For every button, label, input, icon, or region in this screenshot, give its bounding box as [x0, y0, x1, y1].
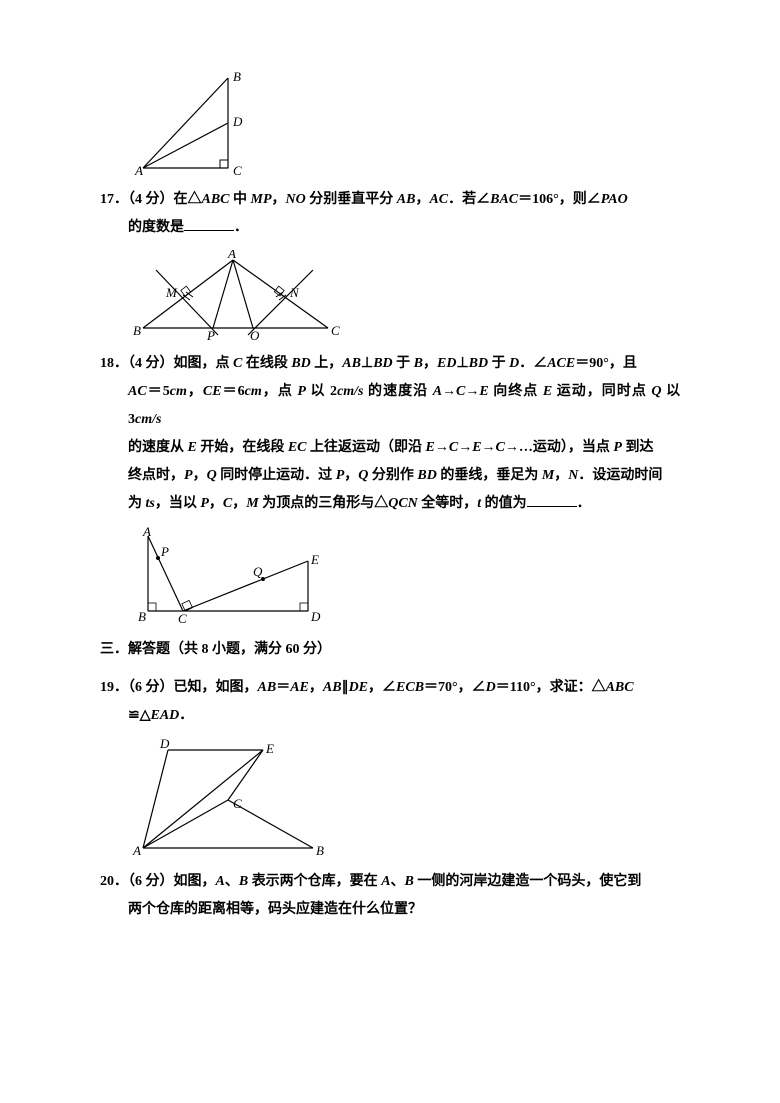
svg-text:C: C	[233, 163, 242, 178]
figure-18: A B C D E P Q	[128, 526, 680, 626]
svg-text:B: B	[138, 609, 146, 624]
svg-text:A: A	[134, 163, 143, 178]
problem-19: 19．（6 分）已知，如图，AB＝AE，AB∥DE，∠ECB＝70°，∠D＝11…	[100, 674, 680, 858]
section-3-title: 三．解答题（共 8 小题，满分 60 分）	[100, 636, 680, 664]
svg-text:C: C	[178, 611, 187, 626]
figure-16: A B C D	[128, 68, 680, 178]
svg-text:B: B	[316, 843, 324, 858]
svg-text:Q: Q	[253, 564, 263, 579]
problem-17-text: 17．（4 分）在△ABC 中 MP，NO 分别垂直平分 AB，AC．若∠BAC…	[100, 186, 680, 214]
q17-points: （4 分）	[128, 192, 174, 207]
problem-20: 20．（6 分）如图，A、B 表示两个仓库，要在 A、B 一侧的河岸边建造一个码…	[100, 868, 680, 924]
q20-num: 20．	[100, 874, 128, 889]
q19-num: 19．	[100, 680, 128, 695]
figure-19: A B C D E	[128, 738, 680, 858]
svg-text:O: O	[250, 328, 260, 340]
svg-text:D: D	[232, 114, 243, 129]
problem-19-text: 19．（6 分）已知，如图，AB＝AE，AB∥DE，∠ECB＝70°，∠D＝11…	[100, 674, 680, 702]
svg-text:E: E	[265, 741, 274, 756]
svg-text:B: B	[233, 69, 241, 84]
q18-blank	[527, 492, 577, 507]
svg-text:A: A	[132, 843, 141, 858]
svg-text:A: A	[227, 250, 236, 261]
problem-18: 18．（4 分）如图，点 C 在线段 BD 上，AB⊥BD 于 B，ED⊥BD …	[100, 350, 680, 626]
svg-text:E: E	[310, 552, 319, 567]
q19-points: （6 分）	[128, 680, 174, 695]
q20-points: （6 分）	[128, 874, 174, 889]
svg-text:C: C	[331, 323, 340, 338]
svg-text:B: B	[133, 323, 141, 338]
svg-text:M: M	[165, 285, 178, 300]
svg-text:N: N	[289, 285, 300, 300]
svg-text:P: P	[160, 544, 169, 559]
problem-20-text: 20．（6 分）如图，A、B 表示两个仓库，要在 A、B 一侧的河岸边建造一个码…	[100, 868, 680, 896]
q17-blank	[184, 216, 234, 231]
svg-text:C: C	[233, 796, 242, 811]
q17-num: 17．	[100, 192, 128, 207]
svg-text:D: D	[159, 738, 170, 751]
problem-18-text: 18．（4 分）如图，点 C 在线段 BD 上，AB⊥BD 于 B，ED⊥BD …	[100, 350, 680, 378]
svg-text:P: P	[206, 328, 215, 340]
problem-17: 17．（4 分）在△ABC 中 MP，NO 分别垂直平分 AB，AC．若∠BAC…	[100, 186, 680, 340]
q18-num: 18．	[100, 356, 128, 371]
q18-points: （4 分）	[128, 356, 174, 371]
figure-17: A B C M N P O	[128, 250, 680, 340]
svg-text:D: D	[310, 609, 321, 624]
svg-text:A: A	[142, 526, 151, 539]
